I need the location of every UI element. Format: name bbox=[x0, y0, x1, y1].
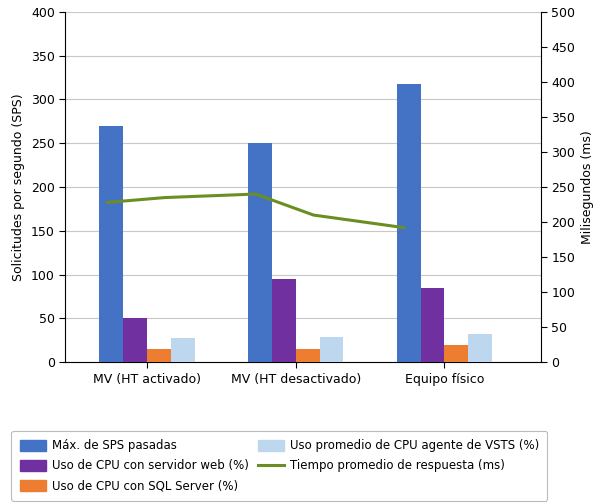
Bar bbox=[468, 334, 492, 362]
Bar bbox=[444, 345, 468, 362]
Bar bbox=[397, 83, 421, 362]
Bar bbox=[320, 337, 343, 362]
Bar bbox=[296, 349, 320, 362]
Bar bbox=[123, 318, 147, 362]
Y-axis label: Milisegundos (ms): Milisegundos (ms) bbox=[581, 130, 594, 244]
Bar bbox=[272, 279, 296, 362]
Bar bbox=[248, 143, 272, 362]
Bar bbox=[100, 126, 123, 362]
Bar bbox=[421, 288, 444, 362]
Y-axis label: Solicitudes por segundo (SPS): Solicitudes por segundo (SPS) bbox=[13, 93, 25, 281]
Bar bbox=[147, 349, 171, 362]
Bar bbox=[171, 338, 195, 362]
Legend: Máx. de SPS pasadas, Uso de CPU con servidor web (%), Uso de CPU con SQL Server : Máx. de SPS pasadas, Uso de CPU con serv… bbox=[11, 431, 548, 501]
